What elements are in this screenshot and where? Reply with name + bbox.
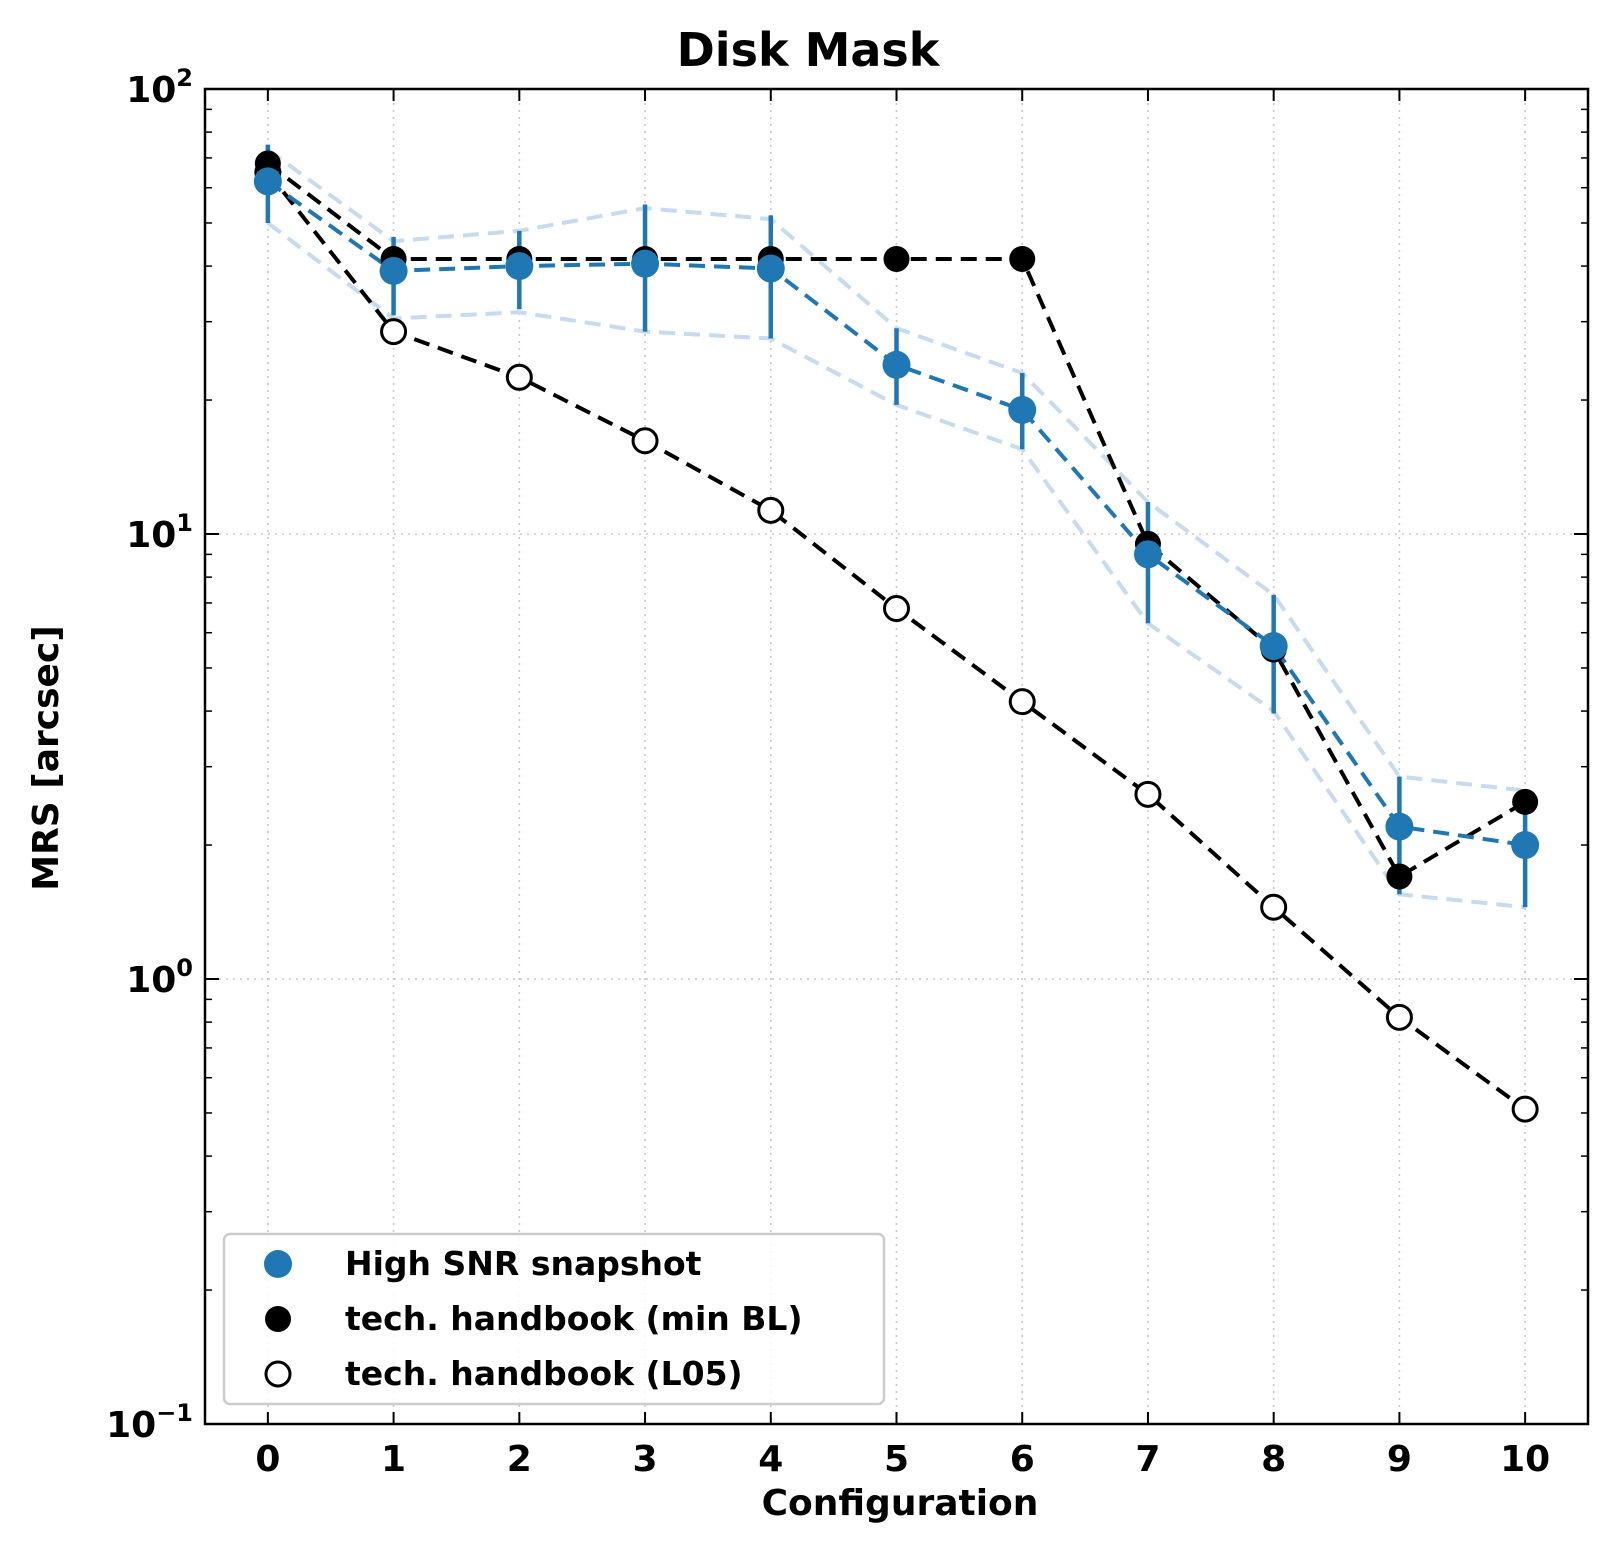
y-tick-label-1: 101 [126,509,193,556]
x-tick-label-9: 9 [1387,1439,1412,1480]
point-high-snr-8 [1259,632,1288,661]
point-l05-3 [631,427,659,455]
point-high-snr-7 [1133,540,1162,569]
y-tick-label-3: 10−1 [106,1399,193,1446]
y-tick-label-2: 100 [126,954,193,1001]
x-tick-label-3: 3 [633,1439,658,1480]
band-band-high [266,148,1526,793]
point-l05-10 [1511,1095,1539,1123]
x-tick-label-10: 10 [1500,1439,1550,1480]
point-l05-1 [380,318,408,346]
x-tick-label-0: 0 [255,1439,280,1480]
x-tick-label-5: 5 [884,1439,909,1480]
x-tick-label-2: 2 [507,1439,532,1480]
legend: High SNR snapshot tech. handbook (min BL… [222,1232,886,1406]
point-high-snr-9 [1385,812,1414,841]
y-tick-label-0: 102 [126,64,193,111]
point-min-bl-9 [1386,863,1413,890]
series-line-2 [266,171,1527,1111]
point-l05-8 [1260,893,1288,921]
y-tick-labels: 102 101 100 10−1 [106,64,193,1446]
point-high-snr-10 [1511,831,1540,860]
legend-marker-high-snr [264,1250,292,1278]
point-l05-7 [1134,780,1162,808]
x-tick-label-1: 1 [381,1439,406,1480]
point-min-bl-5 [883,245,910,272]
y-axis-label: MRS [arcsec] [26,625,67,890]
point-high-snr-1 [379,256,408,285]
legend-label-min-bl: tech. handbook (min BL) [345,1299,803,1338]
x-tick-labels: 0 1 2 3 4 5 6 7 8 9 10 [255,1439,1550,1480]
point-high-snr-3 [631,249,660,278]
point-l05-5 [883,595,910,623]
x-tick-label-7: 7 [1135,1439,1160,1480]
legend-marker-min-bl [265,1306,291,1332]
point-min-bl-10 [1512,788,1539,815]
point-high-snr-6 [1008,395,1037,424]
point-high-snr-2 [505,252,534,281]
data-markers [253,150,1540,1123]
point-high-snr-5 [882,350,911,379]
grid [205,88,1588,1425]
x-axis-label: Configuration [762,1483,1039,1524]
legend-label-l05: tech. handbook (L05) [345,1354,743,1393]
point-high-snr-0 [253,167,282,196]
legend-marker-l05 [264,1360,292,1388]
axis-ticks [205,88,1588,1425]
point-l05-4 [757,496,785,524]
x-tick-label-4: 4 [758,1439,783,1480]
point-l05-9 [1385,1003,1413,1031]
point-l05-2 [505,363,533,391]
legend-label-high-snr: High SNR snapshot [345,1244,702,1283]
legend-markers [264,1250,292,1388]
x-tick-label-8: 8 [1261,1439,1286,1480]
series-line-0 [266,179,1526,848]
point-high-snr-4 [756,254,785,283]
x-tick-label-6: 6 [1010,1439,1035,1480]
chart-title: Disk Mask [677,23,941,77]
legend-box [222,1232,886,1406]
point-min-bl-6 [1009,245,1036,272]
point-l05-6 [1008,688,1036,716]
